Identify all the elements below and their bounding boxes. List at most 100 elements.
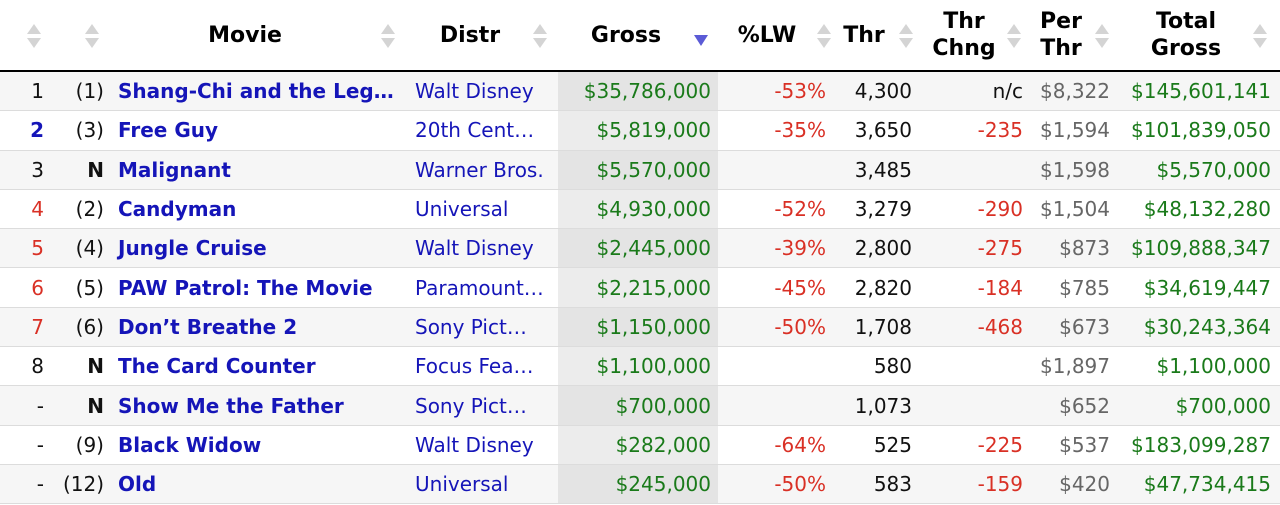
- percent-last-week: -64%: [774, 432, 826, 457]
- gross-value: $700,000: [615, 393, 711, 418]
- table-row: 5 (4) Jungle Cruise Walt Disney $2,445,000 -3…: [0, 229, 1280, 269]
- sorted-column-highlight: [558, 72, 718, 111]
- movie-link[interactable]: Show Me the Father: [118, 393, 344, 418]
- table-body: 1 (1) Shang-Chi and the Leg… Walt Disney $35…: [0, 72, 1280, 505]
- rank-cell: 7: [31, 314, 44, 339]
- sort-lw-icon[interactable]: [816, 24, 832, 50]
- header-total-gross[interactable]: Total Gross: [1130, 0, 1242, 70]
- distributor-link[interactable]: Universal: [415, 472, 509, 497]
- movie-link[interactable]: Malignant: [118, 157, 231, 182]
- sort-thr-chng-icon[interactable]: [1006, 24, 1022, 50]
- header-thr-chng-line2: Chng: [932, 36, 996, 61]
- sort-per-thr-icon[interactable]: [1094, 24, 1110, 50]
- per-theater-avg: $873: [1059, 236, 1110, 261]
- distributor-link[interactable]: Universal: [415, 197, 509, 222]
- per-theater-avg: $1,594: [1040, 118, 1110, 143]
- table-row: 2 (3) Free Guy 20th Cent… $5,819,000 -35% 3,65…: [0, 111, 1280, 151]
- distributor-link[interactable]: Walt Disney: [415, 236, 534, 261]
- percent-last-week: -35%: [774, 118, 826, 143]
- sorted-column-highlight: [558, 268, 718, 307]
- header-movie[interactable]: Movie: [208, 22, 282, 48]
- last-week-rank: N: [87, 354, 104, 379]
- total-gross-value: $34,619,447: [1143, 275, 1271, 300]
- rank-cell: 2: [30, 118, 44, 143]
- table-row: 6 (5) PAW Patrol: The Movie Paramount… $2,21…: [0, 268, 1280, 308]
- total-gross-value: $700,000: [1175, 393, 1271, 418]
- theaters-value: 1,708: [854, 314, 912, 339]
- sort-last-week-icon[interactable]: [84, 24, 100, 50]
- sort-distr-icon[interactable]: [532, 24, 548, 50]
- total-gross-value: $1,100,000: [1156, 354, 1271, 379]
- distributor-link[interactable]: Focus Fea…: [415, 354, 534, 379]
- last-week-rank: (1): [75, 79, 104, 104]
- rank-cell: -: [36, 432, 44, 457]
- distributor-link[interactable]: Paramount…: [415, 275, 544, 300]
- gross-value: $1,100,000: [596, 354, 711, 379]
- theater-change: -225: [977, 432, 1023, 457]
- header-total-gross-line2: Gross: [1150, 36, 1222, 61]
- percent-last-week: [730, 347, 826, 385]
- gross-value: $4,930,000: [596, 197, 711, 222]
- movie-link[interactable]: Jungle Cruise: [118, 236, 267, 261]
- sorted-column-highlight: [558, 386, 718, 425]
- rank-cell: 6: [31, 275, 44, 300]
- per-theater-avg: $8,322: [1040, 79, 1110, 104]
- distributor-link[interactable]: 20th Cent…: [415, 118, 535, 143]
- rank-cell: 8: [31, 354, 44, 379]
- theaters-value: 583: [873, 472, 912, 497]
- movie-link[interactable]: Old: [118, 472, 157, 497]
- rank-cell: 1: [31, 79, 44, 104]
- header-thr[interactable]: Thr: [843, 22, 885, 48]
- sorted-column-highlight: [558, 111, 718, 150]
- movie-link[interactable]: Shang-Chi and the Leg…: [118, 79, 394, 104]
- sorted-column-highlight: [558, 347, 718, 386]
- distributor-link[interactable]: Sony Pict…: [415, 393, 527, 418]
- gross-value: $5,819,000: [596, 118, 711, 143]
- movie-link[interactable]: PAW Patrol: The Movie: [118, 275, 373, 300]
- theater-change: -159: [977, 472, 1023, 497]
- theater-change: -290: [977, 197, 1023, 222]
- percent-last-week: -39%: [774, 236, 826, 261]
- sort-desc-active-icon[interactable]: [694, 35, 708, 46]
- gross-value: $2,445,000: [596, 236, 711, 261]
- percent-last-week: -45%: [774, 275, 826, 300]
- sort-thr-icon[interactable]: [898, 24, 914, 50]
- last-week-rank: (9): [75, 432, 104, 457]
- rank-cell: -: [36, 472, 44, 497]
- total-gross-value: $48,132,280: [1143, 197, 1271, 222]
- header-distr[interactable]: Distr: [439, 22, 501, 48]
- header-gross[interactable]: Gross: [590, 22, 662, 48]
- per-theater-avg: $1,504: [1040, 197, 1110, 222]
- last-week-rank: (5): [75, 275, 104, 300]
- header-thr-chng[interactable]: Thr Chng: [924, 0, 1004, 70]
- movie-link[interactable]: Don’t Breathe 2: [118, 314, 298, 339]
- header-per-thr[interactable]: Per Thr: [1030, 0, 1092, 70]
- total-gross-value: $183,099,287: [1131, 432, 1271, 457]
- total-gross-value: $47,734,415: [1143, 472, 1271, 497]
- sort-rank-icon[interactable]: [26, 24, 42, 50]
- rank-cell: 4: [31, 197, 44, 222]
- distributor-link[interactable]: Walt Disney: [415, 79, 534, 104]
- movie-link[interactable]: Candyman: [118, 197, 237, 222]
- header-per-thr-line1: Per: [1040, 9, 1082, 34]
- header-lw[interactable]: %LW: [737, 22, 797, 48]
- movie-link[interactable]: Free Guy: [118, 118, 219, 143]
- percent-last-week: -50%: [774, 314, 826, 339]
- movie-link[interactable]: Black Widow: [118, 432, 262, 457]
- theaters-value: 3,279: [854, 197, 912, 222]
- theater-change: [924, 386, 1023, 424]
- table-row: 7 (6) Don’t Breathe 2 Sony Pict… $1,150,000 -…: [0, 307, 1280, 348]
- per-theater-avg: $785: [1059, 275, 1110, 300]
- sort-total-gross-icon[interactable]: [1252, 24, 1268, 50]
- movie-link[interactable]: The Card Counter: [118, 354, 316, 379]
- distributor-link[interactable]: Sony Pict…: [415, 314, 527, 339]
- theaters-value: 2,800: [854, 236, 912, 261]
- theater-change: -184: [977, 275, 1023, 300]
- distributor-link[interactable]: Walt Disney: [415, 432, 534, 457]
- distributor-link[interactable]: Warner Bros.: [415, 157, 544, 182]
- theaters-value: 4,300: [854, 79, 912, 104]
- table-row: - (12) Old Universal $245,000 -50% 583 -159 $420…: [0, 464, 1280, 505]
- sort-movie-icon[interactable]: [380, 24, 396, 50]
- table-row: - (9) Black Widow Walt Disney $282,000 -64% 52…: [0, 425, 1280, 465]
- gross-value: $35,786,000: [583, 79, 711, 104]
